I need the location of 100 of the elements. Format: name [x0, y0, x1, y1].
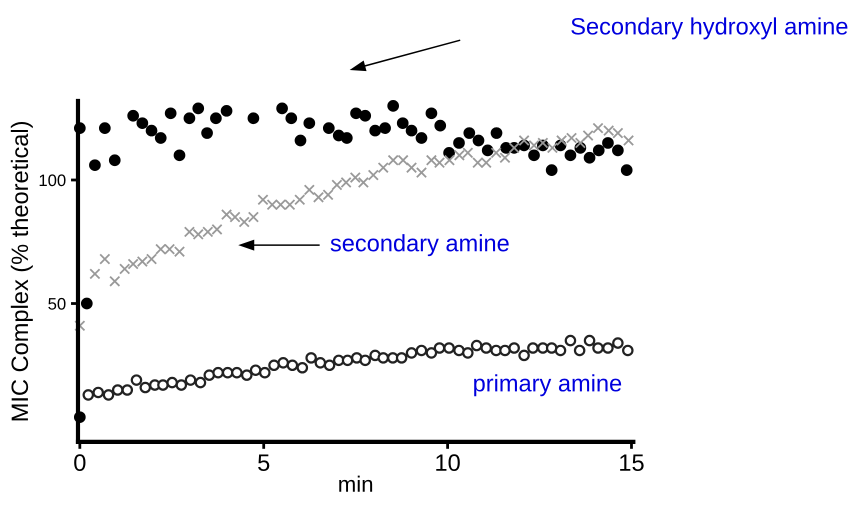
point [294, 134, 306, 146]
point [322, 122, 335, 134]
point [285, 112, 298, 124]
point [136, 117, 148, 130]
point [602, 342, 614, 354]
point [490, 147, 502, 158]
point [453, 137, 465, 149]
point [416, 344, 428, 356]
point [554, 344, 566, 356]
annotation: primary amine [474, 374, 622, 396]
point [212, 366, 224, 378]
point [426, 107, 438, 120]
point [463, 127, 476, 139]
point [622, 134, 634, 146]
point [406, 347, 418, 359]
point [406, 124, 418, 136]
point [368, 169, 379, 181]
point [396, 352, 408, 364]
point [259, 366, 271, 378]
point [350, 352, 363, 364]
point [268, 360, 280, 372]
point [164, 107, 177, 120]
point [192, 102, 204, 114]
point [480, 342, 492, 354]
point [574, 137, 586, 148]
point [324, 360, 336, 372]
point [92, 386, 104, 398]
point [277, 357, 289, 369]
point [122, 384, 134, 396]
point [612, 144, 624, 156]
point [490, 127, 502, 139]
point [102, 389, 114, 401]
point [453, 344, 465, 356]
y-axis-title: MIC Complex (% theoretical) [10, 122, 33, 420]
point [80, 298, 93, 310]
point [220, 104, 232, 117]
point [387, 352, 399, 364]
point [119, 263, 130, 274]
y-tick-label: 50 [48, 298, 66, 310]
point [176, 379, 188, 391]
point [622, 344, 634, 356]
point [369, 124, 381, 136]
point [602, 137, 614, 149]
point [508, 342, 520, 354]
point [303, 117, 316, 130]
point [620, 164, 633, 176]
x-tick-label: 0 [74, 454, 86, 472]
point [378, 162, 389, 174]
point [350, 107, 362, 120]
point [231, 366, 243, 378]
point [250, 364, 262, 376]
point [112, 384, 124, 396]
point [248, 112, 260, 124]
point [99, 253, 110, 265]
point [184, 112, 196, 124]
point [248, 211, 259, 223]
point [443, 342, 455, 354]
point [482, 144, 494, 156]
point [518, 134, 530, 146]
point [528, 149, 540, 162]
point [157, 379, 169, 391]
point [359, 354, 371, 366]
x-tick-label: 10 [436, 454, 460, 472]
point [564, 334, 576, 346]
point [564, 149, 576, 162]
point [332, 354, 345, 366]
point [108, 154, 121, 166]
point [592, 144, 605, 156]
point [194, 376, 206, 388]
point [546, 164, 558, 176]
point [396, 117, 409, 130]
point [98, 122, 111, 134]
point [238, 216, 250, 228]
point [377, 352, 390, 364]
point [166, 376, 178, 388]
point [527, 342, 539, 354]
point [276, 102, 288, 114]
point [406, 162, 418, 174]
point [582, 130, 594, 142]
point [499, 152, 511, 164]
point [359, 110, 372, 122]
y-tick-label: 100 [40, 174, 66, 186]
point [296, 362, 308, 374]
point [342, 354, 354, 366]
point [305, 352, 317, 364]
point [499, 344, 511, 356]
point [518, 350, 530, 362]
point [257, 194, 269, 206]
point [416, 167, 428, 178]
point [470, 340, 482, 352]
point [426, 347, 438, 359]
point [379, 122, 391, 134]
point [201, 127, 213, 139]
x-tick-label: 5 [258, 454, 270, 472]
point [109, 276, 120, 287]
point [130, 374, 142, 386]
point [434, 120, 446, 132]
point [434, 342, 446, 354]
point [154, 132, 167, 144]
point [82, 389, 94, 401]
